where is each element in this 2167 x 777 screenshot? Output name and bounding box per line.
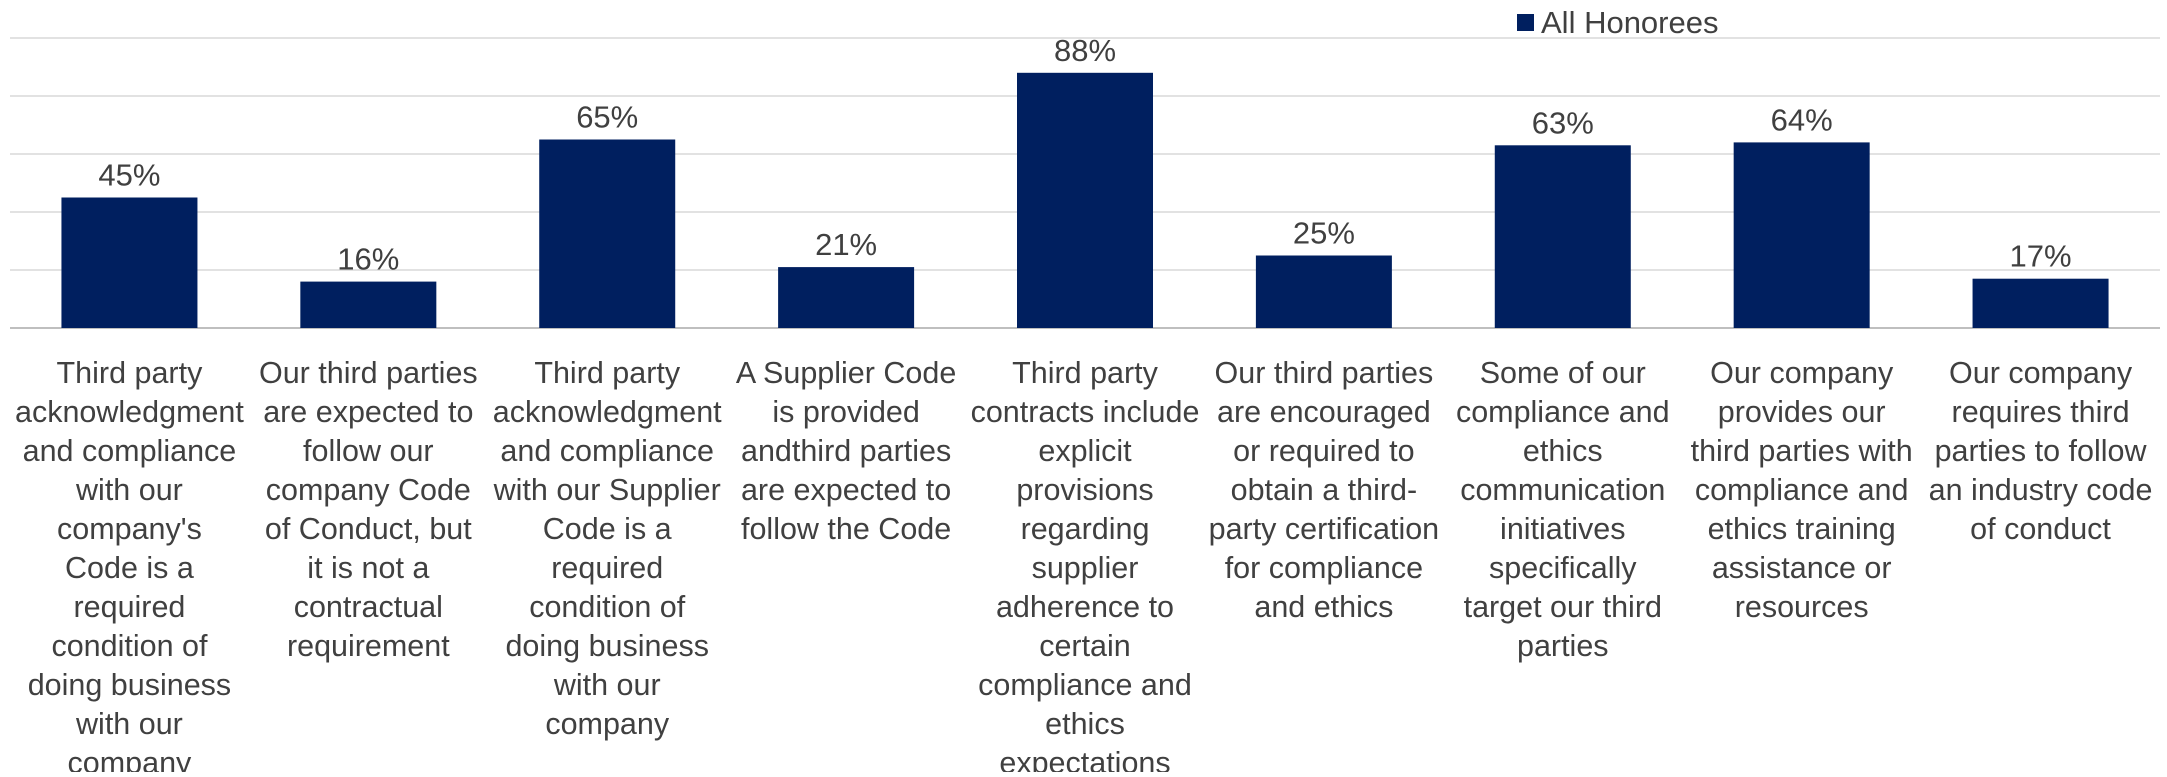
bar (300, 281, 437, 328)
category-label: Our company requires third parties to foll… (1929, 356, 2153, 546)
data-label: 21% (815, 227, 877, 262)
bars (61, 72, 2109, 328)
bar (1255, 255, 1392, 328)
data-label: 88% (1054, 33, 1116, 68)
data-label: 63% (1532, 105, 1594, 140)
category-label: Some of our compliance and ethics communica… (1456, 356, 1670, 663)
bar (1733, 142, 1870, 328)
bar (539, 139, 676, 328)
legend-swatch (1517, 14, 1534, 31)
category-label: A Supplier Code is provided andthird parti… (736, 356, 956, 546)
category-label: Our company provides our third parties wit… (1691, 356, 1913, 624)
category-labels: Third party acknowledgment and compliance w… (15, 356, 2153, 777)
category-label: Third party acknowledgment and compliance w… (493, 356, 723, 741)
data-label: 45% (98, 158, 160, 193)
legend-label: All Honorees (1541, 5, 1718, 40)
data-label: 25% (1293, 216, 1355, 251)
data-label: 64% (1771, 102, 1833, 137)
bar (1972, 278, 2109, 328)
data-label: 17% (2010, 239, 2072, 274)
bar (61, 197, 198, 328)
category-label: Our third parties are encouraged or requir… (1209, 356, 1440, 624)
category-label: Third party acknowledgment and compliance w… (15, 356, 244, 772)
data-labels: 45% 16% 65% 21% 88% 25% 63% 64% 17% (98, 33, 2071, 277)
data-label: 65% (576, 100, 638, 135)
category-label: Our third parties are expected to follow o… (259, 356, 478, 663)
category-label: Third party contracts include explicit prov… (971, 356, 1200, 772)
bar (1494, 145, 1631, 328)
legend: All Honorees (1517, 5, 1718, 40)
data-label: 16% (337, 242, 399, 277)
bar (1017, 72, 1153, 328)
bar (778, 267, 915, 328)
